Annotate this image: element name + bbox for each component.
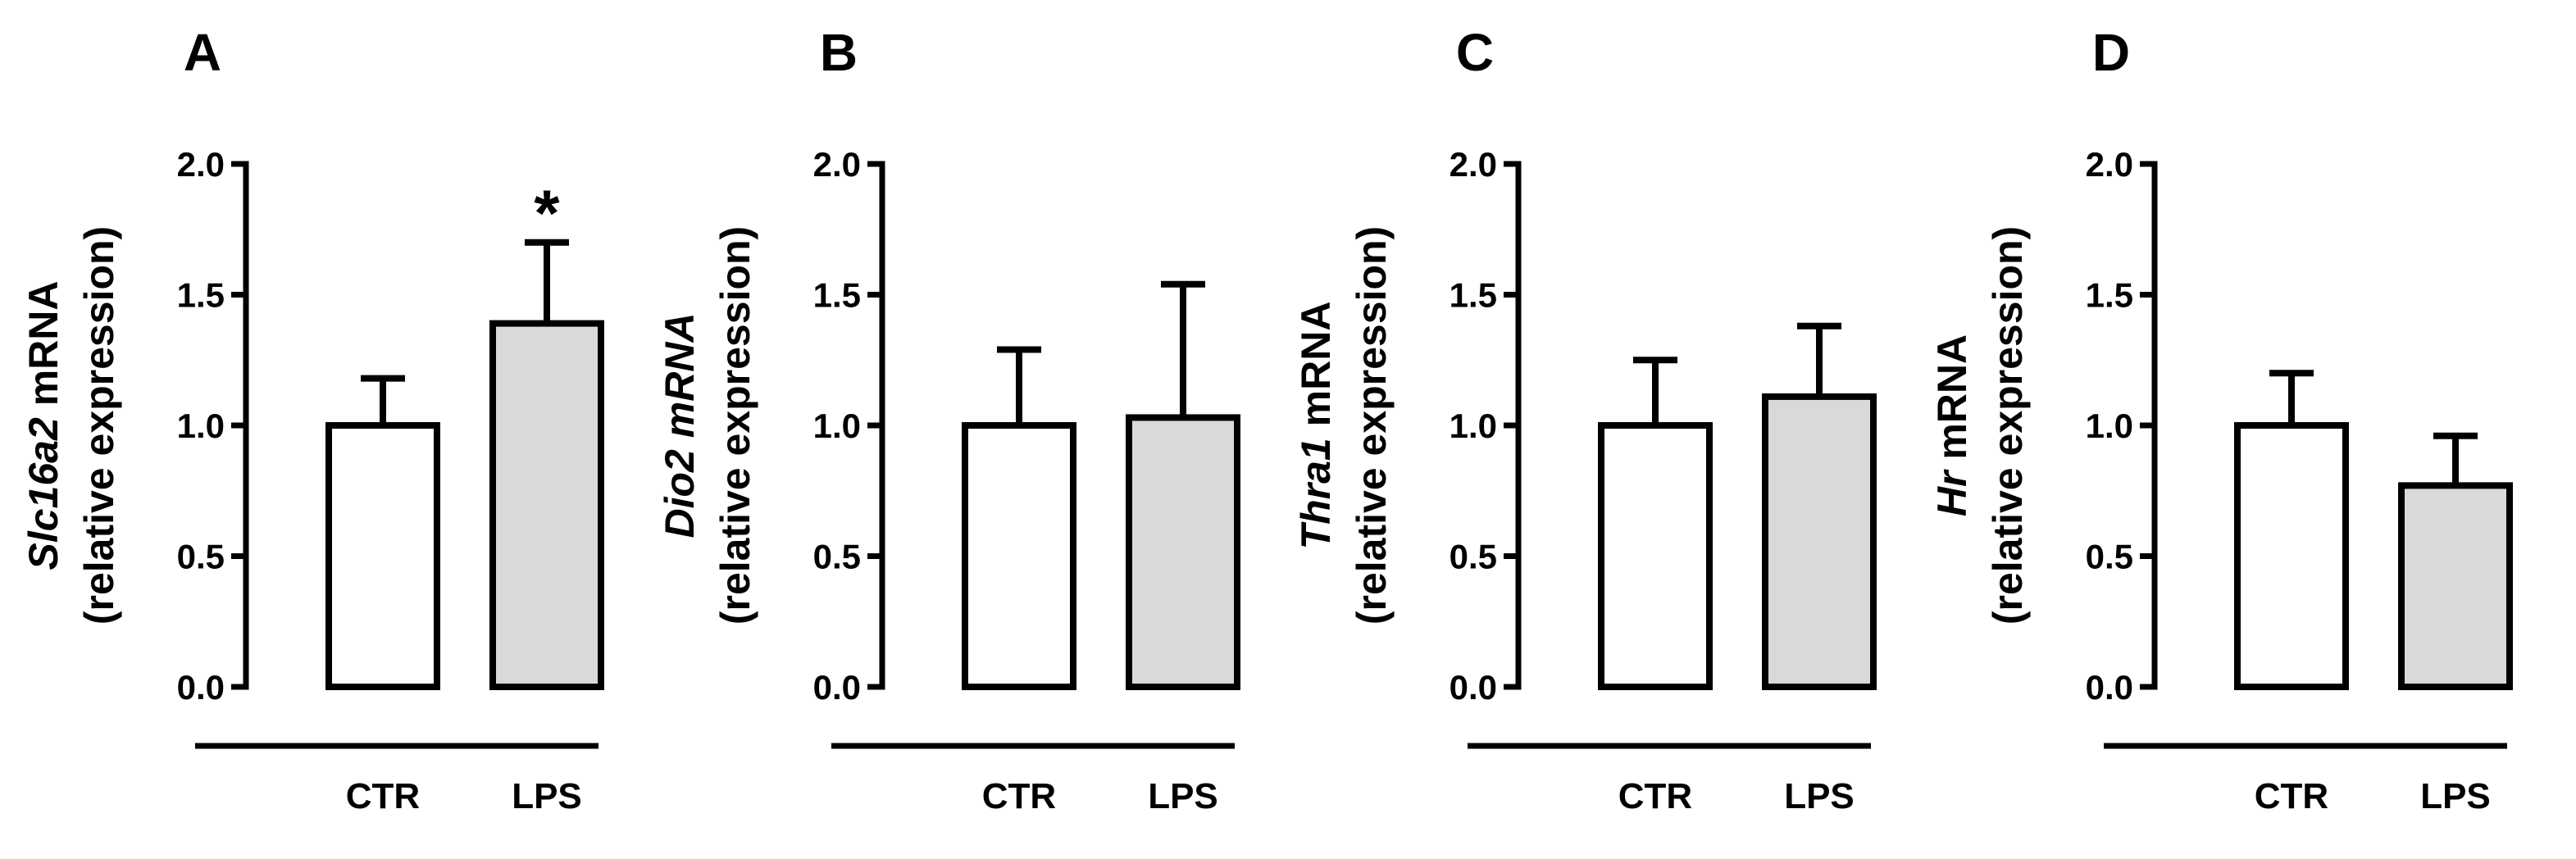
y-tick-label: 1.5 [2086,276,2133,315]
bar-lps [489,320,604,690]
y-tick-label: 0.0 [2086,668,2133,707]
y-axis-label-gene: Dio2 [657,449,703,539]
y-axis-label-mrna: mRNA [1929,334,1975,471]
category-label: CTR [1618,776,1692,816]
y-axis-label-line2: (relative expression) [76,226,122,625]
panel-a: A 0.0 0.5 1.0 1.5 2.0 Slc16a2 mRNA (relative ex… [20,23,604,816]
y-axis-label: Dio2 mRNA [657,312,703,538]
y-tick-label: 2.0 [1450,145,1497,184]
category-label: CTR [2255,776,2328,816]
y-axis-label-line2: (relative expression) [1985,226,2031,625]
y-tick-label: 0.5 [813,538,861,576]
category-label: LPS [2420,776,2491,816]
y-tick-label: 1.5 [813,276,861,315]
panel-letter: C [1456,23,1494,82]
y-tick-label: 0.0 [813,668,861,707]
bar-ctr [325,422,440,690]
y-tick-label: 0.0 [177,668,225,707]
bar-lps [1762,393,1877,690]
y-axis-label: Hr mRNA [1929,334,1975,516]
y-tick-label: 0.0 [1450,668,1497,707]
y-axis-label: Thra1 mRNA [1293,302,1339,550]
y-axis-label-line2: (relative expression) [1349,226,1395,625]
y-tick-label: 1.0 [1450,407,1497,445]
y-tick-label: 2.0 [177,145,225,184]
panel-c: C 0.0 0.5 1.0 1.5 2.0 Thra1 mRNA (relative expr… [1293,23,1877,816]
y-axis-label-gene: Thra1 [1293,438,1339,549]
panel-b: B 0.0 0.5 1.0 1.5 2.0 Dio2 mRNA (relative expre… [657,23,1240,816]
bar-ctr [1598,422,1713,690]
y-axis-label: Slc16a2 mRNA [20,281,66,570]
y-axis-label-mrna: mRNA [1293,302,1339,439]
y-tick-label: 2.0 [2086,145,2133,184]
panel-d: D 0.0 0.5 1.0 1.5 2.0 Hr mRNA (relative express… [1929,23,2513,816]
y-tick-label: 1.0 [2086,407,2133,445]
y-tick-label: 0.5 [2086,538,2133,576]
category-label: CTR [982,776,1056,816]
y-tick-label: 1.5 [1450,276,1497,315]
category-label: LPS [512,776,582,816]
y-tick-label: 2.0 [813,145,861,184]
y-tick-label: 0.5 [177,538,225,576]
bar-lps [2398,482,2513,690]
bar-ctr [2234,422,2349,690]
y-tick-label: 1.0 [813,407,861,445]
y-axis-label-gene: Hr [1929,469,1975,516]
category-label: LPS [1148,776,1218,816]
bar-lps [1126,414,1240,690]
category-label: LPS [1784,776,1855,816]
y-tick-label: 1.5 [177,276,225,315]
y-axis-label-gene: Slc16a2 [20,417,66,570]
panel-letter: A [184,23,221,82]
y-axis-label-mrna: mRNA [20,281,66,418]
y-tick-label: 0.5 [1450,538,1497,576]
significance-marker: * [534,177,560,250]
panel-letter: D [2092,23,2130,82]
category-label: CTR [346,776,420,816]
y-axis-label-mrna: mRNA [657,312,703,449]
y-tick-label: 1.0 [177,407,225,445]
bar-ctr [962,422,1076,690]
panel-letter: B [820,23,858,82]
y-axis-label-line2: (relative expression) [712,226,758,625]
